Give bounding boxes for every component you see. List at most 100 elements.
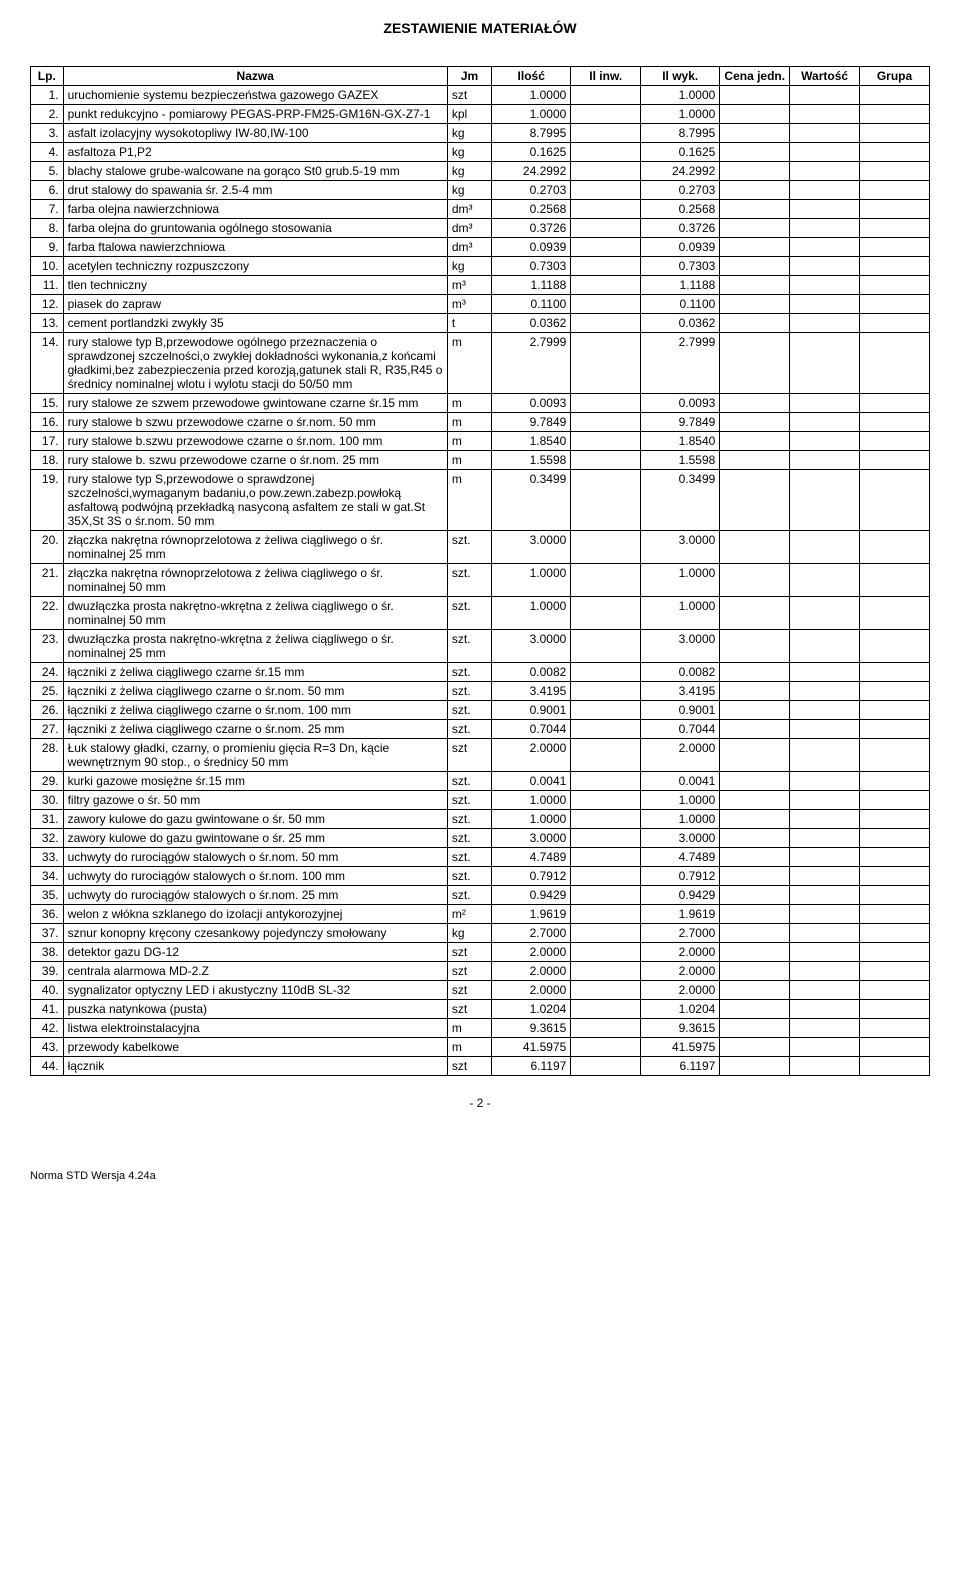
table-row: 20.złączka nakrętna równoprzelotowa z że… — [31, 531, 930, 564]
cell-cena — [720, 257, 790, 276]
table-row: 27.łączniki z żeliwa ciągliwego czarne o… — [31, 720, 930, 739]
cell-wartosc — [790, 394, 860, 413]
cell-nazwa: farba olejna nawierzchniowa — [63, 200, 447, 219]
cell-wartosc — [790, 86, 860, 105]
cell-cena — [720, 276, 790, 295]
cell-ilwyk: 6.1197 — [641, 1057, 720, 1076]
cell-ilosc: 1.0000 — [492, 105, 571, 124]
cell-ilwyk: 0.7044 — [641, 720, 720, 739]
cell-ilinw — [571, 682, 641, 701]
cell-jm: szt — [447, 1057, 491, 1076]
cell-ilinw — [571, 663, 641, 682]
table-row: 30.filtry gazowe o śr. 50 mmszt.1.00001.… — [31, 791, 930, 810]
cell-cena — [720, 810, 790, 829]
cell-cena — [720, 413, 790, 432]
cell-wartosc — [790, 1000, 860, 1019]
cell-wartosc — [790, 810, 860, 829]
document-title: ZESTAWIENIE MATERIAŁÓW — [30, 20, 930, 36]
cell-nazwa: łączniki z żeliwa ciągliwego czarne o śr… — [63, 701, 447, 720]
cell-ilosc: 0.7303 — [492, 257, 571, 276]
cell-ilwyk: 4.7489 — [641, 848, 720, 867]
table-row: 7.farba olejna nawierzchniowadm³0.25680.… — [31, 200, 930, 219]
cell-jm: m³ — [447, 276, 491, 295]
cell-wartosc — [790, 867, 860, 886]
cell-lp: 22. — [31, 597, 64, 630]
footer-text: Norma STD Wersja 4.24a — [30, 1170, 930, 1182]
cell-ilwyk: 1.0204 — [641, 1000, 720, 1019]
cell-ilwyk: 0.1100 — [641, 295, 720, 314]
cell-nazwa: złączka nakrętna równoprzelotowa z żeliw… — [63, 564, 447, 597]
cell-nazwa: rury stalowe ze szwem przewodowe gwintow… — [63, 394, 447, 413]
cell-ilinw — [571, 276, 641, 295]
cell-cena — [720, 86, 790, 105]
cell-grupa — [860, 962, 930, 981]
cell-wartosc — [790, 451, 860, 470]
cell-nazwa: puszka natynkowa (pusta) — [63, 1000, 447, 1019]
cell-cena — [720, 1000, 790, 1019]
cell-nazwa: welon z włókna szklanego do izolacji ant… — [63, 905, 447, 924]
cell-wartosc — [790, 162, 860, 181]
cell-wartosc — [790, 924, 860, 943]
cell-ilinw — [571, 200, 641, 219]
table-row: 12.piasek do zaprawm³0.11000.1100 — [31, 295, 930, 314]
cell-ilwyk: 0.0093 — [641, 394, 720, 413]
cell-ilwyk: 2.0000 — [641, 943, 720, 962]
cell-nazwa: blachy stalowe grube-walcowane na gorąco… — [63, 162, 447, 181]
cell-cena — [720, 630, 790, 663]
table-row: 16.rury stalowe b szwu przewodowe czarne… — [31, 413, 930, 432]
table-row: 32.zawory kulowe do gazu gwintowane o śr… — [31, 829, 930, 848]
header-ilwyk: Il wyk. — [641, 67, 720, 86]
header-wartosc: Wartość — [790, 67, 860, 86]
cell-jm: kg — [447, 257, 491, 276]
cell-ilwyk: 41.5975 — [641, 1038, 720, 1057]
cell-cena — [720, 829, 790, 848]
cell-ilwyk: 3.0000 — [641, 829, 720, 848]
cell-ilosc: 6.1197 — [492, 1057, 571, 1076]
cell-grupa — [860, 867, 930, 886]
cell-nazwa: sznur konopny kręcony czesankowy pojedyn… — [63, 924, 447, 943]
cell-jm: dm³ — [447, 219, 491, 238]
cell-nazwa: detektor gazu DG-12 — [63, 943, 447, 962]
cell-jm: szt — [447, 981, 491, 1000]
cell-grupa — [860, 333, 930, 394]
cell-lp: 19. — [31, 470, 64, 531]
table-row: 15.rury stalowe ze szwem przewodowe gwin… — [31, 394, 930, 413]
cell-ilwyk: 0.1625 — [641, 143, 720, 162]
cell-jm: szt. — [447, 564, 491, 597]
cell-ilinw — [571, 531, 641, 564]
cell-cena — [720, 219, 790, 238]
table-row: 22.dwuzłączka prosta nakrętno-wkrętna z … — [31, 597, 930, 630]
cell-grupa — [860, 791, 930, 810]
table-row: 9.farba ftalowa nawierzchniowadm³0.09390… — [31, 238, 930, 257]
cell-cena — [720, 886, 790, 905]
cell-ilosc: 1.0000 — [492, 791, 571, 810]
cell-ilinw — [571, 162, 641, 181]
cell-ilosc: 3.0000 — [492, 531, 571, 564]
cell-nazwa: łączniki z żeliwa ciągliwego czarne o śr… — [63, 720, 447, 739]
cell-nazwa: farba ftalowa nawierzchniowa — [63, 238, 447, 257]
cell-ilosc: 8.7995 — [492, 124, 571, 143]
cell-jm: m — [447, 470, 491, 531]
cell-ilwyk: 1.0000 — [641, 791, 720, 810]
cell-ilwyk: 0.3726 — [641, 219, 720, 238]
cell-jm: kg — [447, 124, 491, 143]
cell-ilosc: 0.2568 — [492, 200, 571, 219]
cell-grupa — [860, 630, 930, 663]
cell-jm: szt. — [447, 720, 491, 739]
cell-ilinw — [571, 810, 641, 829]
cell-cena — [720, 848, 790, 867]
cell-cena — [720, 981, 790, 1000]
cell-ilosc: 9.7849 — [492, 413, 571, 432]
cell-lp: 42. — [31, 1019, 64, 1038]
cell-cena — [720, 867, 790, 886]
cell-lp: 38. — [31, 943, 64, 962]
cell-nazwa: rury stalowe typ S,przewodowe o sprawdzo… — [63, 470, 447, 531]
cell-jm: kg — [447, 143, 491, 162]
cell-ilwyk: 0.0939 — [641, 238, 720, 257]
cell-nazwa: uchwyty do rurociągów stalowych o śr.nom… — [63, 848, 447, 867]
table-row: 36.welon z włókna szklanego do izolacji … — [31, 905, 930, 924]
cell-grupa — [860, 413, 930, 432]
cell-grupa — [860, 314, 930, 333]
cell-wartosc — [790, 829, 860, 848]
cell-grupa — [860, 432, 930, 451]
